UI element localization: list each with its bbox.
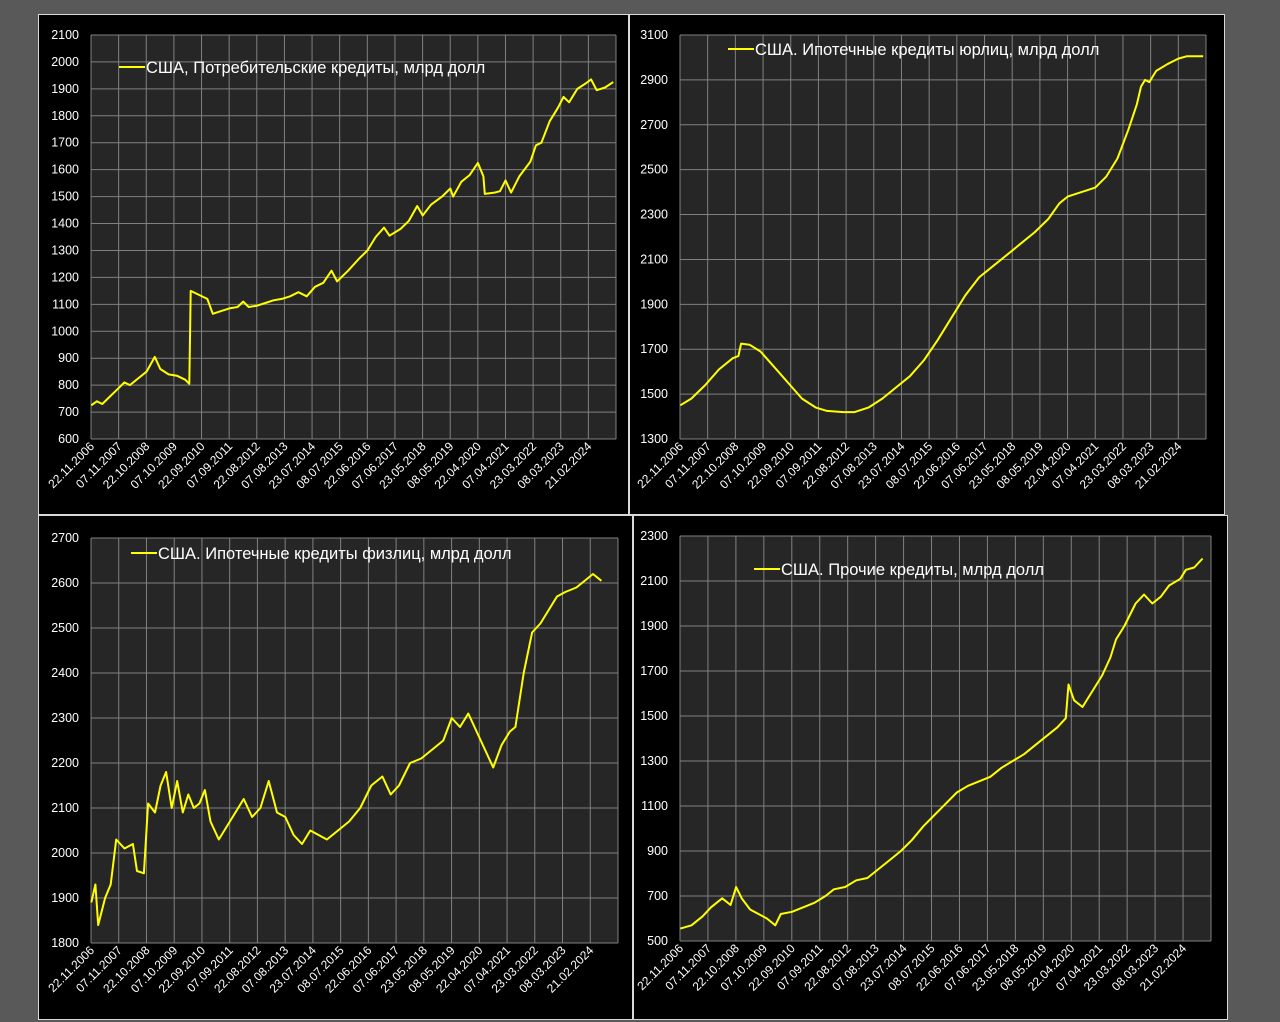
y-tick-label: 2600 xyxy=(51,576,79,590)
y-tick-label: 1600 xyxy=(51,163,79,177)
y-tick-label: 2200 xyxy=(51,756,79,770)
y-tick-label: 1800 xyxy=(51,109,79,123)
y-tick-label: 2300 xyxy=(51,711,79,725)
y-tick-label: 1300 xyxy=(51,243,79,257)
y-tick-label: 2100 xyxy=(51,801,79,815)
y-tick-label: 2300 xyxy=(640,208,668,222)
y-tick-label: 900 xyxy=(58,351,79,365)
y-tick-label: 2100 xyxy=(640,574,668,588)
y-tick-label: 2700 xyxy=(640,118,668,132)
y-tick-label: 1100 xyxy=(641,799,668,813)
y-tick-label: 2000 xyxy=(51,846,79,860)
y-tick-label: 1800 xyxy=(51,936,79,950)
y-tick-label: 1900 xyxy=(640,297,668,311)
y-tick-label: 1700 xyxy=(640,664,668,678)
y-tick-label: 800 xyxy=(58,378,79,392)
y-tick-label: 2500 xyxy=(640,163,668,177)
series-line xyxy=(90,573,603,926)
y-tick-label: 1900 xyxy=(51,82,79,96)
y-tick-label: 1900 xyxy=(51,891,79,905)
legend-label: США. Ипотечные кредиты физлиц, млрд долл xyxy=(158,545,512,563)
y-tick-label: 1000 xyxy=(51,324,79,338)
legend-label: США. Ипотечные кредиты юрлиц, млрд долл xyxy=(755,41,1099,59)
y-tick-label: 1100 xyxy=(52,297,79,311)
other-loans-chart-panel: 500 700 900 1100 1300 1500 1700 1900 2100 2300 22.… xyxy=(633,515,1228,1020)
y-tick-label: 1200 xyxy=(51,270,79,284)
y-tick-label: 2400 xyxy=(51,666,79,680)
y-tick-label: 1500 xyxy=(640,387,668,401)
chart-svg: 1800 1900 2000 2100 2200 2300 2400 2500 2600 2700… xyxy=(45,531,619,996)
y-tick-label: 3100 xyxy=(640,28,668,42)
consumer-credit-chart-panel: 600 700 800 900 1000 1100 1200 1300 1400 1500 1600… xyxy=(38,14,629,515)
legend-label: США, Потребительские кредиты, млрд долл xyxy=(146,59,485,77)
y-tick-label: 2100 xyxy=(51,28,79,42)
y-tick-label: 2100 xyxy=(640,252,668,266)
chart-svg: 600 700 800 900 1000 1100 1200 1300 1400 1500 1600… xyxy=(45,28,617,492)
y-tick-label: 500 xyxy=(647,934,668,948)
y-tick-label: 1700 xyxy=(51,136,79,150)
commercial-mortgage-chart-panel: 1300 1500 1700 1900 2100 2300 2500 2700 2900 3100… xyxy=(629,14,1225,515)
residential-mortgage-chart-panel: 1800 1900 2000 2100 2200 2300 2400 2500 2600 2700… xyxy=(38,515,633,1020)
legend-label: США. Прочие кредиты, млрд долл xyxy=(781,561,1044,579)
y-tick-label: 700 xyxy=(58,405,79,419)
y-tick-label: 1500 xyxy=(51,190,79,204)
y-tick-label: 900 xyxy=(647,844,668,858)
plot-area xyxy=(91,538,618,943)
y-tick-label: 1500 xyxy=(640,709,668,723)
series-line xyxy=(90,78,614,407)
y-tick-label: 1700 xyxy=(640,342,668,356)
plot-area xyxy=(91,35,616,439)
y-tick-label: 2500 xyxy=(51,621,79,635)
plot-area xyxy=(680,35,1206,439)
y-tick-label: 700 xyxy=(647,889,668,903)
y-tick-label: 1400 xyxy=(51,217,79,231)
y-tick-label: 600 xyxy=(58,432,79,446)
y-tick-label: 2300 xyxy=(640,529,668,543)
chart-svg: 500700900110013001500170019002100230022.… xyxy=(634,529,1212,994)
y-tick-label: 2900 xyxy=(640,73,668,87)
y-tick-label: 1300 xyxy=(640,754,668,768)
chart-svg: 1300 1500 1700 1900 2100 2300 2500 2700 2900 3100… xyxy=(634,28,1207,492)
plot-area xyxy=(680,536,1211,941)
series-line xyxy=(680,557,1204,930)
y-tick-label: 1900 xyxy=(640,619,668,633)
y-tick-label: 2000 xyxy=(51,55,79,69)
y-tick-label: 2700 xyxy=(51,531,79,545)
y-tick-label: 1300 xyxy=(640,432,668,446)
series-line xyxy=(679,55,1204,414)
